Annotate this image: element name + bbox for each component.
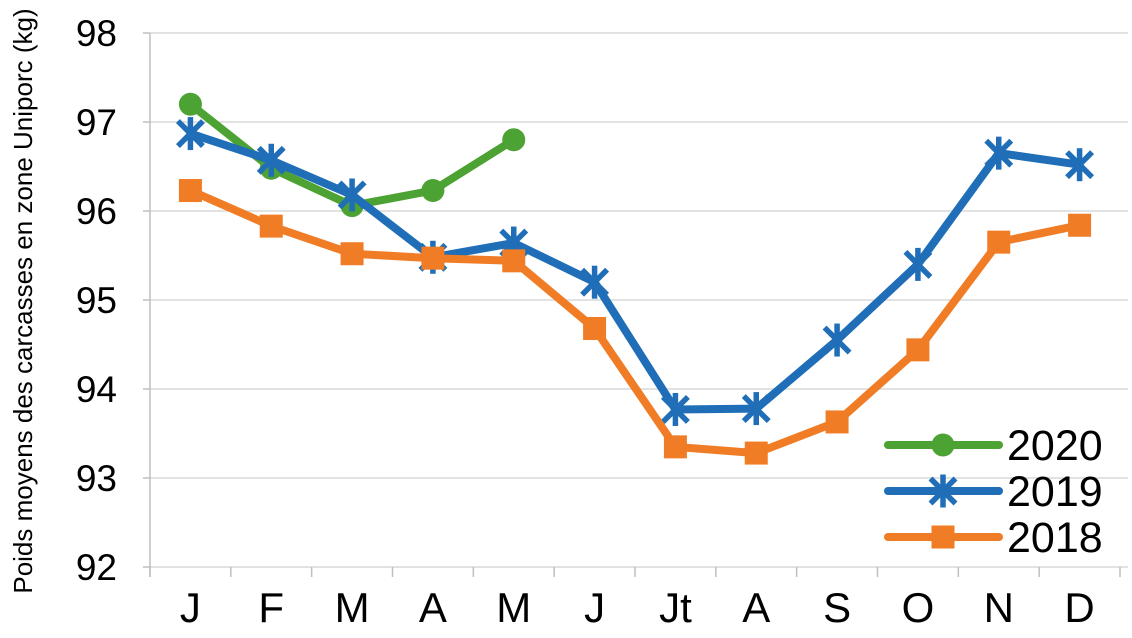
data-point-2018-10	[987, 230, 1011, 254]
data-point-2019-8	[822, 323, 852, 357]
data-point-2019-0	[175, 117, 205, 151]
x-tick-label-4: M	[496, 584, 531, 631]
x-tick-label-1: F	[258, 584, 284, 631]
legend-label-2020: 2020	[1007, 422, 1103, 470]
data-point-2019-6	[660, 392, 690, 426]
marker-square	[1068, 213, 1092, 237]
x-tick-label-8: S	[823, 584, 851, 631]
y-tick-label-98: 98	[76, 13, 117, 54]
data-point-2020-4	[502, 128, 526, 152]
legend-label-2018: 2018	[1007, 514, 1103, 562]
marker-asterisk-spoke	[580, 267, 610, 297]
marker-asterisk-spoke	[660, 395, 690, 424]
y-tick-label-94: 94	[76, 369, 117, 410]
x-tick-label-3: A	[419, 584, 447, 631]
marker-asterisk-spoke	[337, 180, 367, 210]
marker-square	[502, 249, 526, 273]
marker-asterisk-spoke	[256, 145, 286, 175]
data-point-2018-7	[744, 441, 768, 465]
data-point-2018-11	[1068, 213, 1092, 237]
data-point-2019-2	[337, 178, 367, 212]
marker-asterisk-spoke	[984, 138, 1014, 168]
marker-square	[906, 338, 930, 362]
marker-square	[259, 214, 283, 238]
data-point-2019-1	[256, 143, 286, 177]
legend-item-2018: 2018	[884, 514, 1103, 562]
marker-asterisk-spoke	[928, 476, 958, 506]
data-point-2018-2	[340, 242, 364, 266]
x-tick-label-0: J	[180, 584, 201, 631]
x-tick-label-9: O	[902, 584, 935, 631]
marker-square	[583, 316, 607, 340]
series-2019	[175, 117, 1095, 426]
x-tick-label-6: Jt	[659, 584, 692, 631]
data-point-2018-0	[178, 179, 202, 203]
marker-square	[421, 246, 445, 270]
y-tick-label-93: 93	[76, 458, 117, 499]
marker-asterisk-spoke	[903, 249, 933, 279]
marker-square	[987, 230, 1011, 254]
y-tick-label-95: 95	[76, 280, 117, 321]
data-point-2018-1	[259, 214, 283, 238]
x-tick-label-5: J	[584, 584, 605, 631]
x-tick-label-10: N	[984, 584, 1014, 631]
series-2018	[178, 179, 1092, 465]
data-point-2020-0	[178, 92, 202, 116]
y-tick-label-97: 97	[76, 102, 117, 143]
data-point-2019-11	[1065, 148, 1095, 182]
data-point-2018-3	[421, 246, 445, 270]
data-point-2019-5	[580, 265, 610, 299]
marker-circle	[421, 179, 445, 203]
marker-asterisk-spoke	[741, 394, 771, 424]
marker-asterisk-spoke	[1065, 150, 1095, 180]
legend-label-2019: 2019	[1007, 468, 1103, 516]
marker-square	[744, 441, 768, 465]
legend-item-2020: 2020	[884, 422, 1103, 470]
y-tick-label-92: 92	[76, 547, 117, 588]
y-tick-label-96: 96	[76, 191, 117, 232]
marker-circle	[502, 128, 526, 152]
data-point-2018-9	[906, 338, 930, 362]
data-point-2018-5	[583, 316, 607, 340]
x-tick-label-7: A	[742, 584, 770, 631]
x-tick-label-2: M	[335, 584, 370, 631]
x-tick-label-11: D	[1064, 584, 1094, 631]
data-point-2019-9	[903, 247, 933, 281]
series-line-2018	[186, 186, 1084, 458]
marker-square	[178, 179, 202, 203]
data-point-2018-6	[663, 435, 687, 459]
legend-item-2019: 2019	[884, 468, 1103, 516]
marker-circle	[178, 92, 202, 116]
data-point-2020-3	[421, 179, 445, 203]
data-point-2019-10	[984, 136, 1014, 170]
series-line-2019	[186, 129, 1084, 414]
marker-asterisk-spoke	[822, 325, 852, 355]
data-point-2018-4	[502, 249, 526, 273]
marker-square	[663, 435, 687, 459]
marker-square	[931, 525, 955, 549]
data-point-2018-8	[825, 410, 849, 434]
data-point-2019-7	[741, 392, 771, 426]
marker-square	[825, 410, 849, 434]
marker-circle	[931, 433, 955, 457]
marker-asterisk-spoke	[175, 119, 205, 149]
marker-square	[340, 242, 364, 266]
